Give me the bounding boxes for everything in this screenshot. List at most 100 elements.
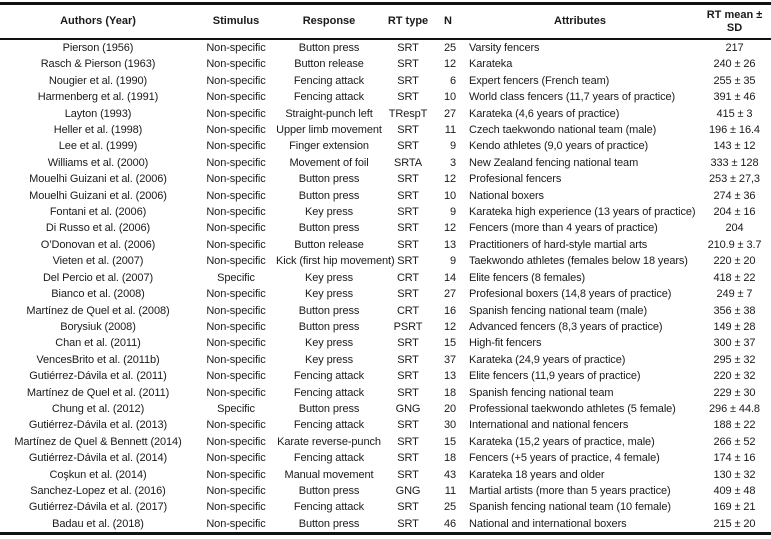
- table-row: Martínez de Quel et al. (2008) Non-speci…: [0, 303, 771, 319]
- column-header-rt-mean: RT mean ± SD: [698, 3, 771, 40]
- cell-authors: Fontani et al. (2006): [49, 206, 147, 219]
- table-body: Pierson (1956) Non-specific Button press…: [0, 39, 771, 534]
- cell-authors: Harmenberg et al. (1991): [37, 91, 159, 104]
- cell-attributes: Karateka: [469, 58, 513, 71]
- cell-attributes: Czech taekwondo national team (male): [469, 124, 657, 137]
- cell-rt-type: SRT: [397, 74, 419, 87]
- cell-authors: Nougier et al. (1990): [48, 74, 148, 87]
- cell-rt-mean: 295 ± 32: [713, 353, 756, 366]
- cell-rt-mean: 143 ± 12: [713, 140, 756, 153]
- cell-stimulus: Non-specific: [206, 140, 266, 153]
- cell-attributes: Karateka 18 years and older: [469, 468, 605, 481]
- cell-attributes: Elite fencers (11,9 years of practice): [469, 370, 641, 383]
- table-row: Chung et al. (2012) Specific Button pres…: [0, 401, 771, 417]
- cell-authors: Martínez de Quel et al. (2008): [26, 304, 170, 317]
- cell-attributes: Karateka (4,6 years of practice): [469, 107, 620, 120]
- cell-attributes: Kendo athletes (9,0 years of practice): [469, 140, 649, 153]
- cell-n: 20: [443, 402, 456, 415]
- cell-rt-mean: 174 ± 16: [713, 452, 756, 465]
- cell-attributes: Taekwondo athletes (females below 18 yea…: [469, 255, 688, 268]
- cell-stimulus: Non-specific: [206, 238, 266, 251]
- cell-stimulus: Non-specific: [206, 353, 266, 366]
- cell-stimulus: Non-specific: [206, 91, 266, 104]
- cell-rt-mean: 253 ± 27,3: [709, 173, 760, 186]
- cell-n: 10: [443, 189, 456, 202]
- column-header-response: Response: [276, 3, 382, 40]
- cell-stimulus: Non-specific: [206, 337, 266, 350]
- cell-n: 25: [443, 501, 456, 514]
- cell-stimulus: Non-specific: [206, 107, 266, 120]
- cell-rt-type: SRT: [397, 370, 419, 383]
- cell-n: 15: [443, 337, 456, 350]
- cell-rt-type: SRT: [397, 468, 419, 481]
- cell-attributes: Spanish fencing national team (male): [469, 304, 648, 317]
- cell-attributes: Advanced fencers (8,3 years of practice): [469, 320, 663, 333]
- cell-response: Button release: [294, 58, 364, 71]
- cell-n: 37: [443, 353, 456, 366]
- column-header-n: N: [434, 3, 462, 40]
- cell-response: Button press: [298, 189, 360, 202]
- cell-n: 11: [444, 124, 456, 137]
- cell-response: Key press: [304, 271, 353, 284]
- cell-rt-mean: 169 ± 21: [713, 501, 756, 514]
- cell-rt-type: SRT: [397, 189, 419, 202]
- cell-rt-mean: 249 ± 7: [716, 288, 753, 301]
- column-header-stimulus: Stimulus: [196, 3, 276, 40]
- cell-response: Key press: [304, 353, 353, 366]
- cell-authors: Martínez de Quel et al. (2011): [26, 386, 170, 399]
- table-row: Lee et al. (1999) Non-specific Finger ex…: [0, 138, 771, 154]
- cell-attributes: Martial artists (more than 5 years pract…: [469, 484, 671, 497]
- cell-rt-mean: 300 ± 37: [713, 337, 756, 350]
- cell-rt-mean: 296 ± 44.8: [709, 402, 760, 415]
- cell-rt-mean: 188 ± 22: [713, 419, 756, 432]
- cell-n: 13: [443, 238, 456, 251]
- cell-rt-mean: 240 ± 26: [713, 58, 756, 71]
- cell-response: Button press: [298, 484, 360, 497]
- cell-response: Straight-punch left: [285, 107, 373, 120]
- cell-stimulus: Non-specific: [206, 288, 266, 301]
- cell-authors: Borysiuk (2008): [60, 320, 136, 333]
- cell-authors: Gutiérrez-Dávila et al. (2011): [29, 370, 167, 383]
- table-row: Nougier et al. (1990) Non-specific Fenci…: [0, 73, 771, 89]
- cell-authors: Vieten et al. (2007): [52, 255, 144, 268]
- cell-stimulus: Non-specific: [206, 222, 266, 235]
- cell-response: Finger extension: [289, 140, 369, 153]
- cell-rt-mean: 333 ± 128: [710, 156, 759, 169]
- cell-attributes: New Zealand fencing national team: [469, 156, 639, 169]
- cell-rt-mean: 215 ± 20: [713, 517, 756, 530]
- table-row: Coşkun et al. (2014) Non-specific Manual…: [0, 467, 771, 483]
- cell-attributes: Spanish fencing national team: [469, 386, 614, 399]
- cell-rt-type: SRT: [397, 91, 419, 104]
- table-row: Williams et al. (2000) Non-specific Move…: [0, 155, 771, 171]
- column-header-rt-type: RT type: [382, 3, 434, 40]
- cell-rt-mean: 149 ± 28: [713, 320, 756, 333]
- cell-authors: Rasch & Pierson (1963): [40, 58, 156, 71]
- table-row: O’Donovan et al. (2006) Non-specific But…: [0, 237, 771, 253]
- cell-rt-type: SRT: [397, 238, 419, 251]
- cell-response: Key press: [304, 337, 353, 350]
- table-row: Gutiérrez-Dávila et al. (2014) Non-speci…: [0, 450, 771, 466]
- cell-response: Button press: [298, 402, 360, 415]
- cell-n: 13: [443, 370, 456, 383]
- cell-stimulus: Non-specific: [206, 468, 266, 481]
- cell-rt-mean: 409 ± 48: [713, 484, 756, 497]
- cell-n: 10: [443, 91, 456, 104]
- cell-rt-type: SRT: [397, 124, 419, 137]
- table-row: Gutiérrez-Dávila et al. (2013) Non-speci…: [0, 417, 771, 433]
- cell-rt-type: SRT: [397, 419, 419, 432]
- cell-stimulus: Specific: [217, 402, 255, 415]
- cell-attributes: National boxers: [469, 189, 544, 202]
- table-row: Borysiuk (2008) Non-specific Button pres…: [0, 319, 771, 335]
- cell-authors: Pierson (1956): [62, 42, 134, 54]
- cell-n: 27: [443, 288, 456, 301]
- cell-rt-type: SRT: [397, 353, 419, 366]
- table-row: Vieten et al. (2007) Non-specific Kick (…: [0, 253, 771, 269]
- cell-rt-mean: 356 ± 38: [713, 304, 756, 317]
- cell-attributes: Expert fencers (French team): [469, 74, 610, 87]
- cell-response: Fencing attack: [293, 501, 365, 514]
- cell-rt-type: CRT: [396, 271, 420, 284]
- table-row: VencesBrito et al. (2011b) Non-specific …: [0, 352, 771, 368]
- cell-rt-mean: 255 ± 35: [713, 74, 756, 87]
- cell-rt-mean: 196 ± 16.4: [709, 124, 760, 137]
- cell-response: Button press: [298, 517, 360, 530]
